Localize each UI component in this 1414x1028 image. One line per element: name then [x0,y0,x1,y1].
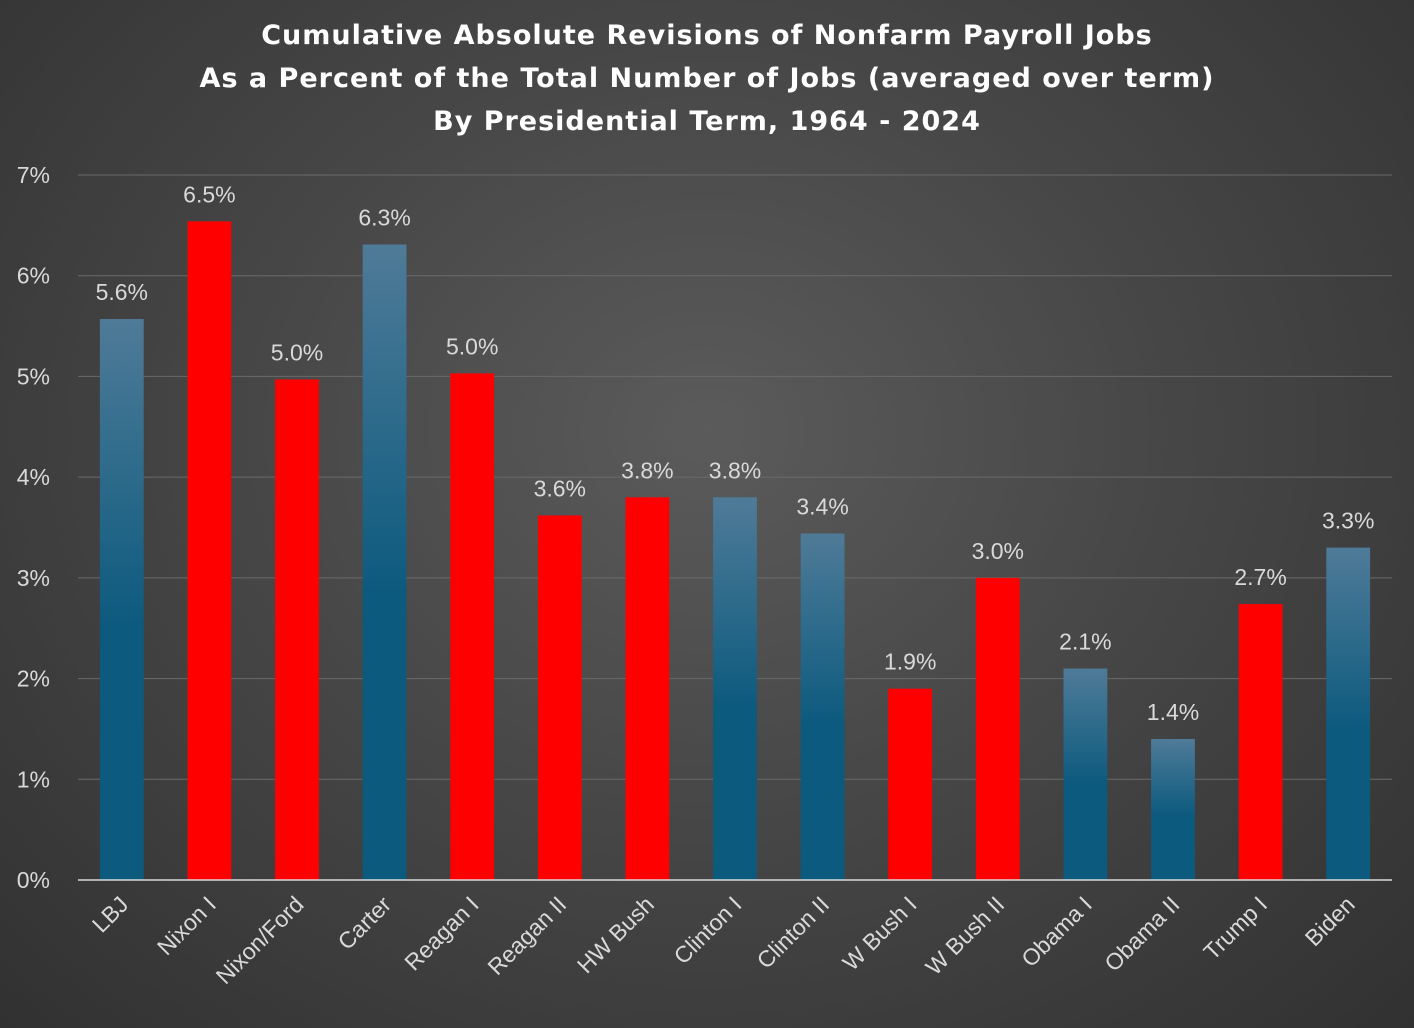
bars [99,221,1371,881]
data-label: 3.0% [972,538,1024,564]
data-label: 5.6% [96,279,148,305]
x-tick-label: Obama II [1099,891,1184,976]
x-tick-label: Carter [333,891,397,955]
y-tick-label: 2% [17,666,50,692]
x-tick-label: HW Bush [572,891,659,978]
y-tick-label: 5% [17,363,50,389]
data-label: 2.1% [1059,629,1111,655]
y-tick-label: 1% [17,766,50,792]
data-label: 3.8% [709,457,761,483]
chart-title-line-1: Cumulative Absolute Revisions of Nonfarm… [261,20,1153,51]
bar [1326,547,1371,880]
x-tick-label: LBJ [87,891,133,937]
data-label: 1.4% [1147,699,1199,725]
bar [1063,668,1108,880]
bar [537,515,582,880]
data-label: 3.4% [796,494,848,520]
data-label: 3.3% [1322,508,1374,534]
y-tick-label: 6% [17,263,50,289]
x-tick-label: Clinton I [668,891,746,969]
x-tick-label: W Bush I [837,891,921,975]
y-tick-label: 0% [17,867,50,893]
y-tick-label: 3% [17,565,50,591]
x-tick-label: Nixon I [152,891,221,960]
bar [713,497,757,880]
x-tick-label: Clinton II [752,891,835,974]
data-label: 6.5% [183,181,235,207]
x-tick-label: Reagan I [399,891,483,975]
chart-title-line-2: As a Percent of the Total Number of Jobs… [199,63,1215,94]
bar [450,373,495,880]
data-label: 3.6% [534,475,586,501]
data-label: 5.0% [271,339,323,365]
x-tick-label: Reagan II [482,891,571,980]
data-labels: 5.6% 6.5% 5.0% 6.3% 5.0% 3.6% 3.8% 3.8% 3.4% 1.9%… [96,181,1375,725]
data-label: 3.8% [621,457,673,483]
x-tick-label: W Bush II [920,891,1009,980]
bar [99,319,144,880]
bar [275,379,319,880]
data-label: 2.7% [1234,564,1286,590]
x-tick-label: Nixon/Ford [211,891,309,989]
chart-title-line-3: By Presidential Term, 1964 - 2024 [433,106,981,137]
bar [1151,739,1195,880]
bar [1238,604,1283,880]
x-tick-label: Biden [1300,891,1360,951]
bar [625,497,670,880]
y-axis-ticks: 0% 1% 2% 3% 4% 5% 6% 7% [17,162,50,893]
bar [888,688,933,880]
data-label: 6.3% [358,204,410,230]
data-label: 1.9% [884,649,936,675]
y-tick-label: 7% [17,162,50,188]
data-label: 5.0% [446,333,498,359]
x-tick-label: Trump I [1198,891,1272,965]
bar [362,244,407,880]
y-tick-label: 4% [17,464,50,490]
bar [187,221,232,881]
bar [975,577,1020,880]
x-tick-label: Obama I [1016,891,1097,972]
bar [800,533,845,880]
